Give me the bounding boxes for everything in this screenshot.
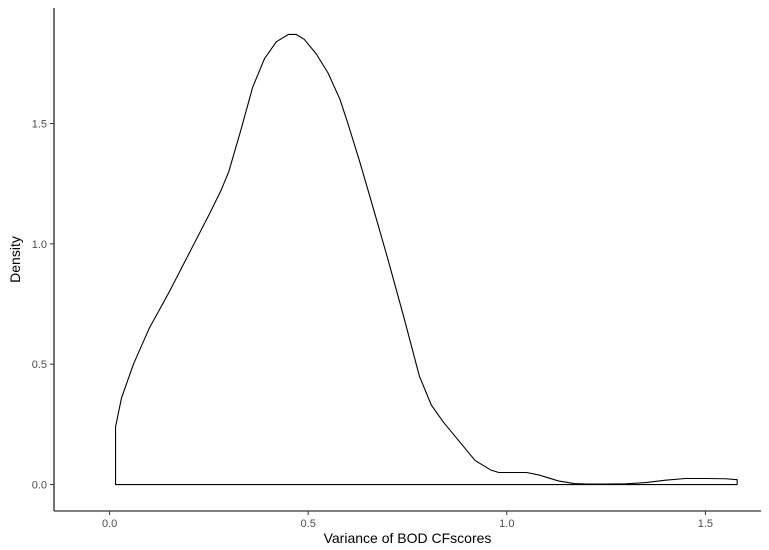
plot-area — [115, 33, 738, 486]
y-tick-label: 1.0 — [32, 239, 47, 251]
density-curve — [115, 33, 738, 486]
x-tick-label: 1.0 — [499, 518, 514, 530]
y-tick-label: 0.5 — [32, 359, 47, 371]
y-axis-title: Density — [7, 236, 23, 283]
axes: 0.0 0.5 1.0 1.5 0.0 0.5 1.0 1.5 — [32, 8, 761, 530]
y-tick-label: 1.5 — [32, 119, 47, 131]
x-tick-label: 0.5 — [301, 518, 316, 530]
x-tick-label: 0.0 — [102, 518, 117, 530]
x-axis-title: Variance of BOD CFscores — [324, 530, 492, 546]
x-tick-label: 1.5 — [698, 518, 713, 530]
y-tick-label: 0.0 — [32, 480, 47, 492]
